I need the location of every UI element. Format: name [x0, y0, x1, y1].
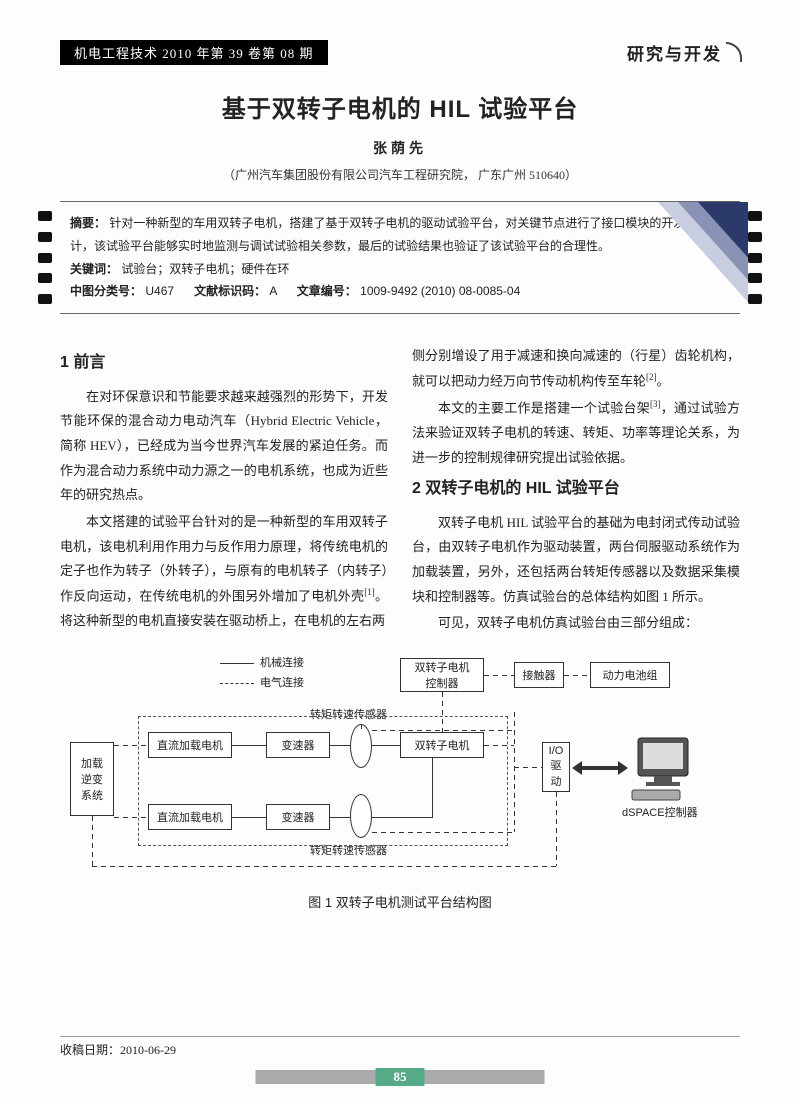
para-r1b: 。	[657, 373, 670, 388]
abstract-text: 针对一种新型的车用双转子电机，搭建了基于双转子电机的驱动试验平台，对关键节点进行…	[70, 216, 697, 253]
film-strip-right	[748, 202, 762, 313]
para-r3: 双转子电机 HIL 试验平台的基础为电封闭式传动试验台，由双转子电机作为驱动装置…	[412, 511, 740, 610]
box-ctrl: 双转子电机 控制器	[400, 658, 484, 692]
para-l2a: 本文搭建的试验平台针对的是一种新型的车用双转子电机，该电机利用作用力与反作用力原…	[60, 514, 388, 603]
clc-label: 中图分类号：	[70, 284, 142, 298]
para-l2: 本文搭建的试验平台针对的是一种新型的车用双转子电机，该电机利用作用力与反作用力原…	[60, 510, 388, 634]
para-r4: 可见，双转子电机仿真试验台由三部分组成：	[412, 611, 740, 636]
heading-2: 2 双转子电机的 HIL 试验平台	[412, 474, 740, 504]
page-number: 85	[376, 1068, 425, 1086]
keywords-text: 试验台；双转子电机；硬件在环	[121, 262, 289, 276]
diagram: 机械连接 电气连接 加载 逆变 系统 直流加载电机 直流加载电机 变速器 变速器…	[70, 652, 730, 882]
article-title: 基于双转子电机的 HIL 试验平台	[60, 89, 740, 124]
right-column: 侧分别增设了用于减速和换向减速的（行星）齿轮机构，就可以把动力经万向节传动机构传…	[412, 344, 740, 638]
para-r1a: 侧分别增设了用于减速和换向减速的（行星）齿轮机构，就可以把动力经万向节传动机构传…	[412, 348, 740, 388]
para-l1: 在对环保意识和节能要求越来越强烈的形势下，开发节能环保的混合动力电动汽车（Hyb…	[60, 385, 388, 508]
section-tag: 研究与开发	[627, 40, 740, 65]
keywords-label: 关键词：	[70, 262, 118, 276]
figure-caption: 图 1 双转子电机测试平台结构图	[60, 892, 740, 911]
abstract-box: 摘要： 针对一种新型的车用双转子电机，搭建了基于双转子电机的驱动试验平台，对关键…	[60, 201, 740, 314]
article-no-value: 1009-9492 (2010) 08-0085-04	[360, 284, 520, 298]
film-strip-left	[38, 202, 52, 313]
author-name: 张荫先	[60, 138, 740, 158]
figure-1: 机械连接 电气连接 加载 逆变 系统 直流加载电机 直流加载电机 变速器 变速器…	[60, 652, 740, 911]
doc-code-label: 文献标识码：	[194, 284, 266, 298]
doc-code-value: A	[269, 284, 276, 298]
body-columns: 1 前言 在对环保意识和节能要求越来越强烈的形势下，开发节能环保的混合动力电动汽…	[60, 344, 740, 638]
ref-3: [3]	[650, 399, 661, 409]
affiliation: （广州汽车集团股份有限公司汽车工程研究院， 广东广州 510640）	[60, 166, 740, 183]
received-date: 收稿日期：2010-06-29	[60, 1036, 740, 1058]
para-r2a: 本文的主要工作是搭建一个试验台架	[438, 400, 650, 415]
arrow-io-dspace	[572, 764, 628, 772]
page-number-bar: 85	[256, 1068, 545, 1086]
mech-frame	[138, 716, 508, 846]
legend: 机械连接 电气连接	[220, 654, 304, 690]
box-inverter: 加载 逆变 系统	[70, 742, 114, 816]
dspace-icon	[630, 734, 700, 807]
para-r2: 本文的主要工作是搭建一个试验台架[3]，通过试验方法来验证双转子电机的转速、转矩…	[412, 396, 740, 470]
box-io: I/O 驱动	[542, 742, 570, 792]
ref-2: [2]	[646, 372, 657, 382]
journal-issue-bar: 机电工程技术 2010 年第 39 卷第 08 期	[60, 40, 328, 65]
para-r1: 侧分别增设了用于减速和换向减速的（行星）齿轮机构，就可以把动力经万向节传动机构传…	[412, 344, 740, 394]
ref-1: [1]	[364, 587, 375, 597]
box-contactor: 接触器	[514, 662, 564, 688]
legend-elec: 电气连接	[260, 677, 304, 689]
legend-mech: 机械连接	[260, 657, 304, 669]
clc-value: U467	[145, 284, 174, 298]
abstract-label: 摘要：	[70, 216, 106, 230]
left-column: 1 前言 在对环保意识和节能要求越来越强烈的形势下，开发节能环保的混合动力电动汽…	[60, 344, 388, 638]
dspace-label: dSPACE控制器	[622, 804, 698, 820]
heading-1: 1 前言	[60, 348, 388, 378]
article-no-label: 文章编号：	[297, 284, 357, 298]
box-battery: 动力电池组	[590, 662, 670, 688]
